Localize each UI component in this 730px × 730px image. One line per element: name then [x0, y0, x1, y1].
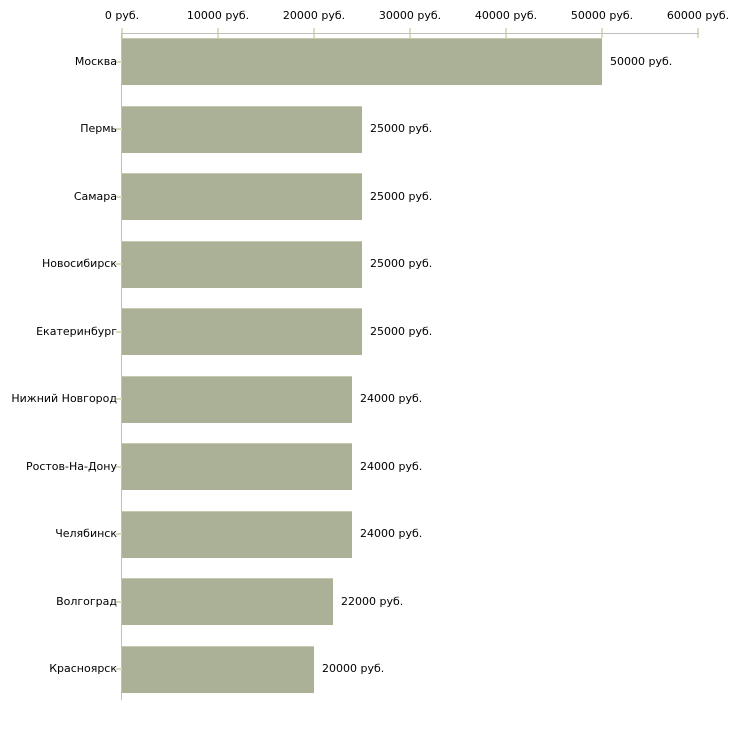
category-label: Новосибирск	[41, 257, 117, 271]
x-axis-tick-label: 0 руб.	[104, 9, 140, 22]
category-label: Пермь	[80, 122, 117, 136]
bar-value-label: 24000 руб.	[360, 527, 423, 541]
bar-value-label: 24000 руб.	[360, 392, 423, 406]
category-label: Красноярск	[49, 662, 117, 676]
y-axis-line	[121, 33, 122, 700]
bar	[122, 511, 352, 558]
x-axis-tick-label: 10000 руб.	[186, 9, 250, 22]
bar	[122, 646, 314, 693]
category-tick-mark	[116, 128, 122, 131]
bar-value-label: 25000 руб.	[370, 257, 433, 271]
category-tick-mark	[116, 195, 122, 198]
bar-value-label: 50000 руб.	[610, 54, 673, 68]
category-tick-mark	[116, 465, 122, 468]
bar	[122, 308, 362, 355]
bar-value-label: 25000 руб.	[370, 324, 433, 338]
bar	[122, 578, 333, 625]
category-tick-mark	[116, 398, 122, 401]
bar-value-label: 22000 руб.	[341, 594, 404, 608]
bar	[122, 241, 362, 288]
category-tick-mark	[116, 668, 122, 671]
category-tick-mark	[116, 60, 122, 63]
bar-value-label: 25000 руб.	[370, 122, 433, 136]
category-label: Екатеринбург	[36, 324, 117, 338]
category-tick-mark	[116, 533, 122, 536]
bar-value-label: 25000 руб.	[370, 189, 433, 203]
category-label: Волгоград	[56, 594, 117, 608]
category-label: Челябинск	[55, 527, 117, 541]
bar	[122, 173, 362, 220]
bar-value-label: 20000 руб.	[322, 662, 385, 676]
x-axis-line	[122, 33, 699, 34]
x-axis-tick-label: 50000 руб.	[570, 9, 634, 22]
bar	[122, 106, 362, 153]
bar	[122, 38, 602, 85]
x-axis-tick-label: 60000 руб.	[666, 9, 730, 22]
bar-value-label: 24000 руб.	[360, 459, 423, 473]
category-label: Ростов-На-Дону	[25, 459, 117, 473]
category-tick-mark	[116, 263, 122, 266]
category-label: Нижний Новгород	[11, 392, 117, 406]
bar	[122, 443, 352, 490]
x-axis-tick-label: 20000 руб.	[282, 9, 346, 22]
bar	[122, 376, 352, 423]
category-tick-mark	[116, 330, 122, 333]
category-label: Москва	[74, 54, 117, 68]
x-axis-tick-label: 40000 руб.	[474, 9, 538, 22]
x-axis-tick-label: 30000 руб.	[378, 9, 442, 22]
category-tick-mark	[116, 600, 122, 603]
category-label: Самара	[73, 189, 117, 203]
